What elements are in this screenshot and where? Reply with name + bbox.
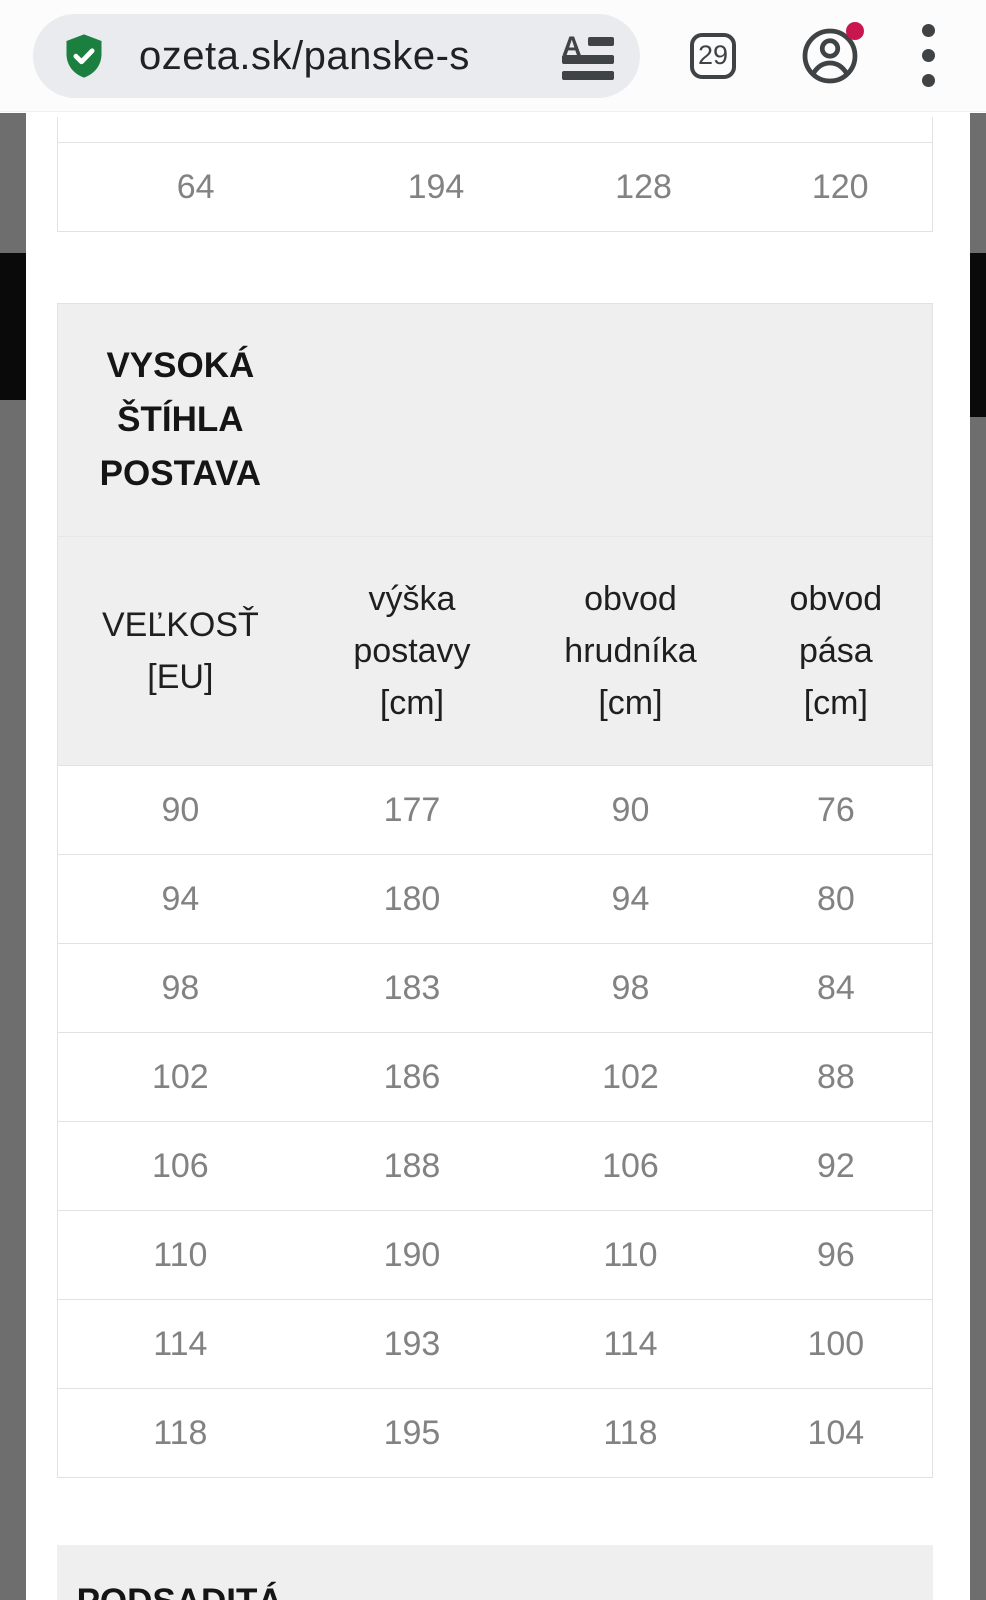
table-cell: 193 <box>383 1324 441 1363</box>
browser-toolbar: ozeta.sk/panske-s A 29 <box>0 0 986 112</box>
profile-button[interactable] <box>800 21 864 86</box>
previous-size-table: 64 194 128 120 <box>57 117 933 232</box>
tab-switcher-button[interactable]: 29 <box>690 32 736 79</box>
section-title-row: VYSOKÁ ŠTÍHLA POSTAVA <box>58 304 932 536</box>
simplified-view-icon[interactable]: A <box>562 32 614 80</box>
menu-dot <box>922 24 935 37</box>
account-circle-icon <box>802 28 858 83</box>
table-cell: 90 <box>161 790 200 829</box>
menu-dot <box>922 49 935 62</box>
table-cell: 190 <box>383 1235 441 1274</box>
size-table-tall-slim: VYSOKÁ ŠTÍHLA POSTAVA VEĽKOSŤ [EU] výška… <box>57 303 933 1478</box>
table-cell: 90 <box>611 790 650 829</box>
table-row: 94 180 94 80 <box>58 854 932 943</box>
table-cell: 110 <box>603 1235 658 1274</box>
size-table-header: VYSOKÁ ŠTÍHLA POSTAVA VEĽKOSŤ [EU] výška… <box>58 304 932 765</box>
table-cell: 102 <box>151 1057 209 1096</box>
page-background-right-dark-band <box>970 253 986 417</box>
table-cell: 128 <box>615 167 672 206</box>
table-cell: 92 <box>816 1146 855 1185</box>
section-title: VYSOKÁ ŠTÍHLA POSTAVA <box>99 346 262 493</box>
url-text-container: ozeta.sk/panske-s <box>139 26 552 85</box>
table-cell: 98 <box>161 968 200 1007</box>
page-background-left-strip <box>0 113 26 1600</box>
table-row: 64 194 128 120 <box>58 143 932 231</box>
table-cell: 186 <box>383 1057 441 1096</box>
site-security-shield-icon[interactable] <box>59 28 109 84</box>
column-header-row: VEĽKOSŤ [EU] výška postavy [cm] obvod hr… <box>58 536 932 765</box>
table-cell: 104 <box>807 1413 865 1452</box>
next-size-table-header: PODSADITÁ <box>57 1545 933 1600</box>
table-cell: 88 <box>816 1057 855 1096</box>
table-cell: 96 <box>816 1235 855 1274</box>
page-background-right-strip <box>970 113 986 1600</box>
table-cell: 118 <box>603 1413 658 1452</box>
table-row: 118 195 118 104 <box>58 1388 932 1477</box>
table-cell: 194 <box>407 167 465 206</box>
table-cell: 118 <box>153 1413 208 1452</box>
browser-menu-button[interactable] <box>922 24 935 87</box>
table-cell: 106 <box>602 1146 659 1185</box>
table-cell: 195 <box>383 1413 441 1452</box>
table-cell: 98 <box>611 968 650 1007</box>
page-background-left-dark-band <box>0 253 26 400</box>
table-cell: 76 <box>816 790 855 829</box>
table-row: 106 188 106 92 <box>58 1121 932 1210</box>
table-cell: 80 <box>816 879 855 918</box>
notification-dot <box>846 21 864 40</box>
table-cell: 94 <box>611 879 650 918</box>
table-cell: 100 <box>807 1324 865 1363</box>
table-row: 98 183 98 84 <box>58 943 932 1032</box>
table-cell: 64 <box>176 167 215 206</box>
column-header-waist: obvod pása [cm] <box>789 580 883 722</box>
url-text: ozeta.sk/panske-s <box>139 33 470 78</box>
column-header-chest: obvod hrudníka [cm] <box>564 580 697 722</box>
column-header-body-height: výška postavy [cm] <box>353 580 471 722</box>
table-cell: 183 <box>383 968 441 1007</box>
table-cell: 114 <box>153 1324 208 1363</box>
table-cell: 94 <box>161 879 200 918</box>
table-cell: 188 <box>383 1146 441 1185</box>
next-section-title: PODSADITÁ <box>57 1575 302 1600</box>
table-row: 102 186 102 88 <box>58 1032 932 1121</box>
table-cell: 102 <box>602 1057 659 1096</box>
table-row: 90 177 90 76 <box>58 765 932 854</box>
table-cell: 84 <box>816 968 855 1007</box>
url-bar[interactable]: ozeta.sk/panske-s A <box>33 13 640 98</box>
menu-dot <box>922 74 935 87</box>
table-cell: 106 <box>151 1146 209 1185</box>
table-cell: 110 <box>153 1235 208 1274</box>
table-row: 114 193 114 100 <box>58 1299 932 1388</box>
table-cell: 180 <box>383 879 441 918</box>
table-cell: 120 <box>811 167 869 206</box>
tab-count: 29 <box>697 40 729 70</box>
table-row: 110 190 110 96 <box>58 1210 932 1299</box>
svg-text:A: A <box>562 32 582 61</box>
table-cell: 114 <box>603 1324 658 1363</box>
table-cell: 177 <box>383 790 441 829</box>
column-header-size-eu: VEĽKOSŤ [EU] <box>101 606 259 696</box>
table-row-partial <box>58 117 932 143</box>
